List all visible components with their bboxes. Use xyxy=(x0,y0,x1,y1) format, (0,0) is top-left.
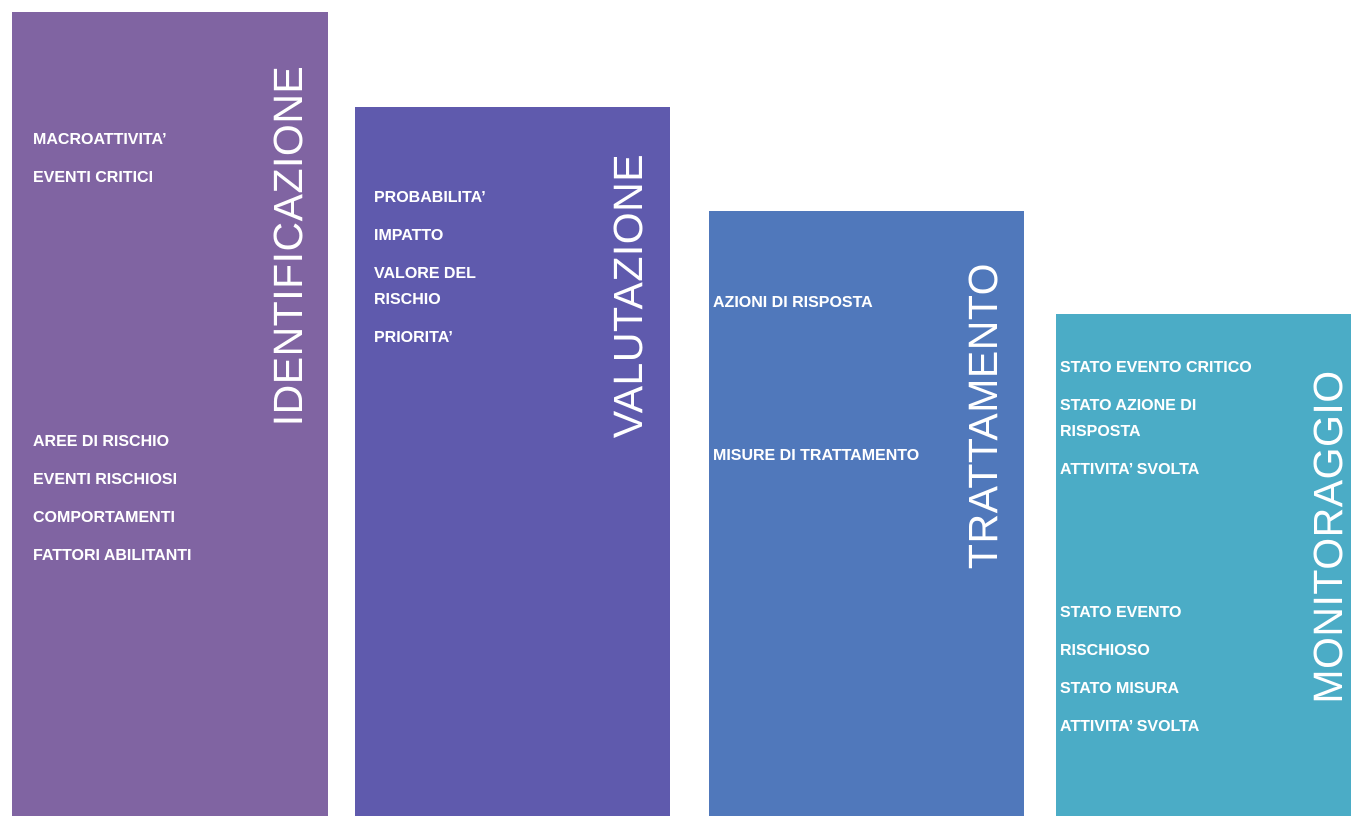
item-group: PROBABILITA’ IMPATTO VALORE DEL RISCHIO PRI… xyxy=(374,185,524,363)
item: PRIORITA’ xyxy=(374,329,453,346)
item: VALORE DEL RISCHIO xyxy=(374,265,476,308)
item: STATO MISURA xyxy=(1060,680,1180,697)
item: ATTIVITA’ SVOLTA xyxy=(1060,718,1200,735)
item: STATO EVENTO CRITICO xyxy=(1060,359,1252,376)
item-group: STATO EVENTO CRITICO STATO AZIONE DI RISP… xyxy=(1060,355,1270,495)
item: STATO AZIONE DI RISPOSTA xyxy=(1060,397,1197,440)
item: COMPORTAMENTI xyxy=(33,509,175,526)
item: EVENTI RISCHIOSI xyxy=(33,471,178,488)
item: MACROATTIVITA’ xyxy=(33,131,167,148)
item: FATTORI ABILITANTI xyxy=(33,547,192,564)
item: STATO EVENTO xyxy=(1060,604,1182,621)
item-group: STATO EVENTO RISCHIOSO STATO MISURA ATTIVIT… xyxy=(1060,600,1270,752)
column-title: IDENTIFICAZIONE xyxy=(265,66,311,427)
item-group: AZIONI DI RISPOSTA xyxy=(713,290,938,328)
item: RISCHIOSO xyxy=(1060,642,1150,659)
column-title: VALUTAZIONE xyxy=(605,154,651,438)
item: PROBABILITA’ xyxy=(374,189,486,206)
column-title: TRATTAMENTO xyxy=(960,263,1006,569)
item: IMPATTO xyxy=(374,227,444,244)
column xyxy=(355,107,670,816)
item: AZIONI DI RISPOSTA xyxy=(713,294,873,311)
item-group: MISURE DI TRATTAMENTO xyxy=(713,443,938,481)
column-title: MONITORAGGIO xyxy=(1305,370,1351,703)
column xyxy=(1056,314,1351,816)
item: EVENTI CRITICI xyxy=(33,169,154,186)
column xyxy=(709,211,1024,816)
item: ATTIVITA’ SVOLTA xyxy=(1060,461,1200,478)
column xyxy=(12,12,328,816)
item-group: MACROATTIVITA’ EVENTI CRITICI xyxy=(33,127,303,203)
item: AREE DI RISCHIO xyxy=(33,433,170,450)
item: MISURE DI TRATTAMENTO xyxy=(713,447,920,464)
item-group: AREE DI RISCHIO EVENTI RISCHIOSI COMPORTAM… xyxy=(33,429,303,581)
